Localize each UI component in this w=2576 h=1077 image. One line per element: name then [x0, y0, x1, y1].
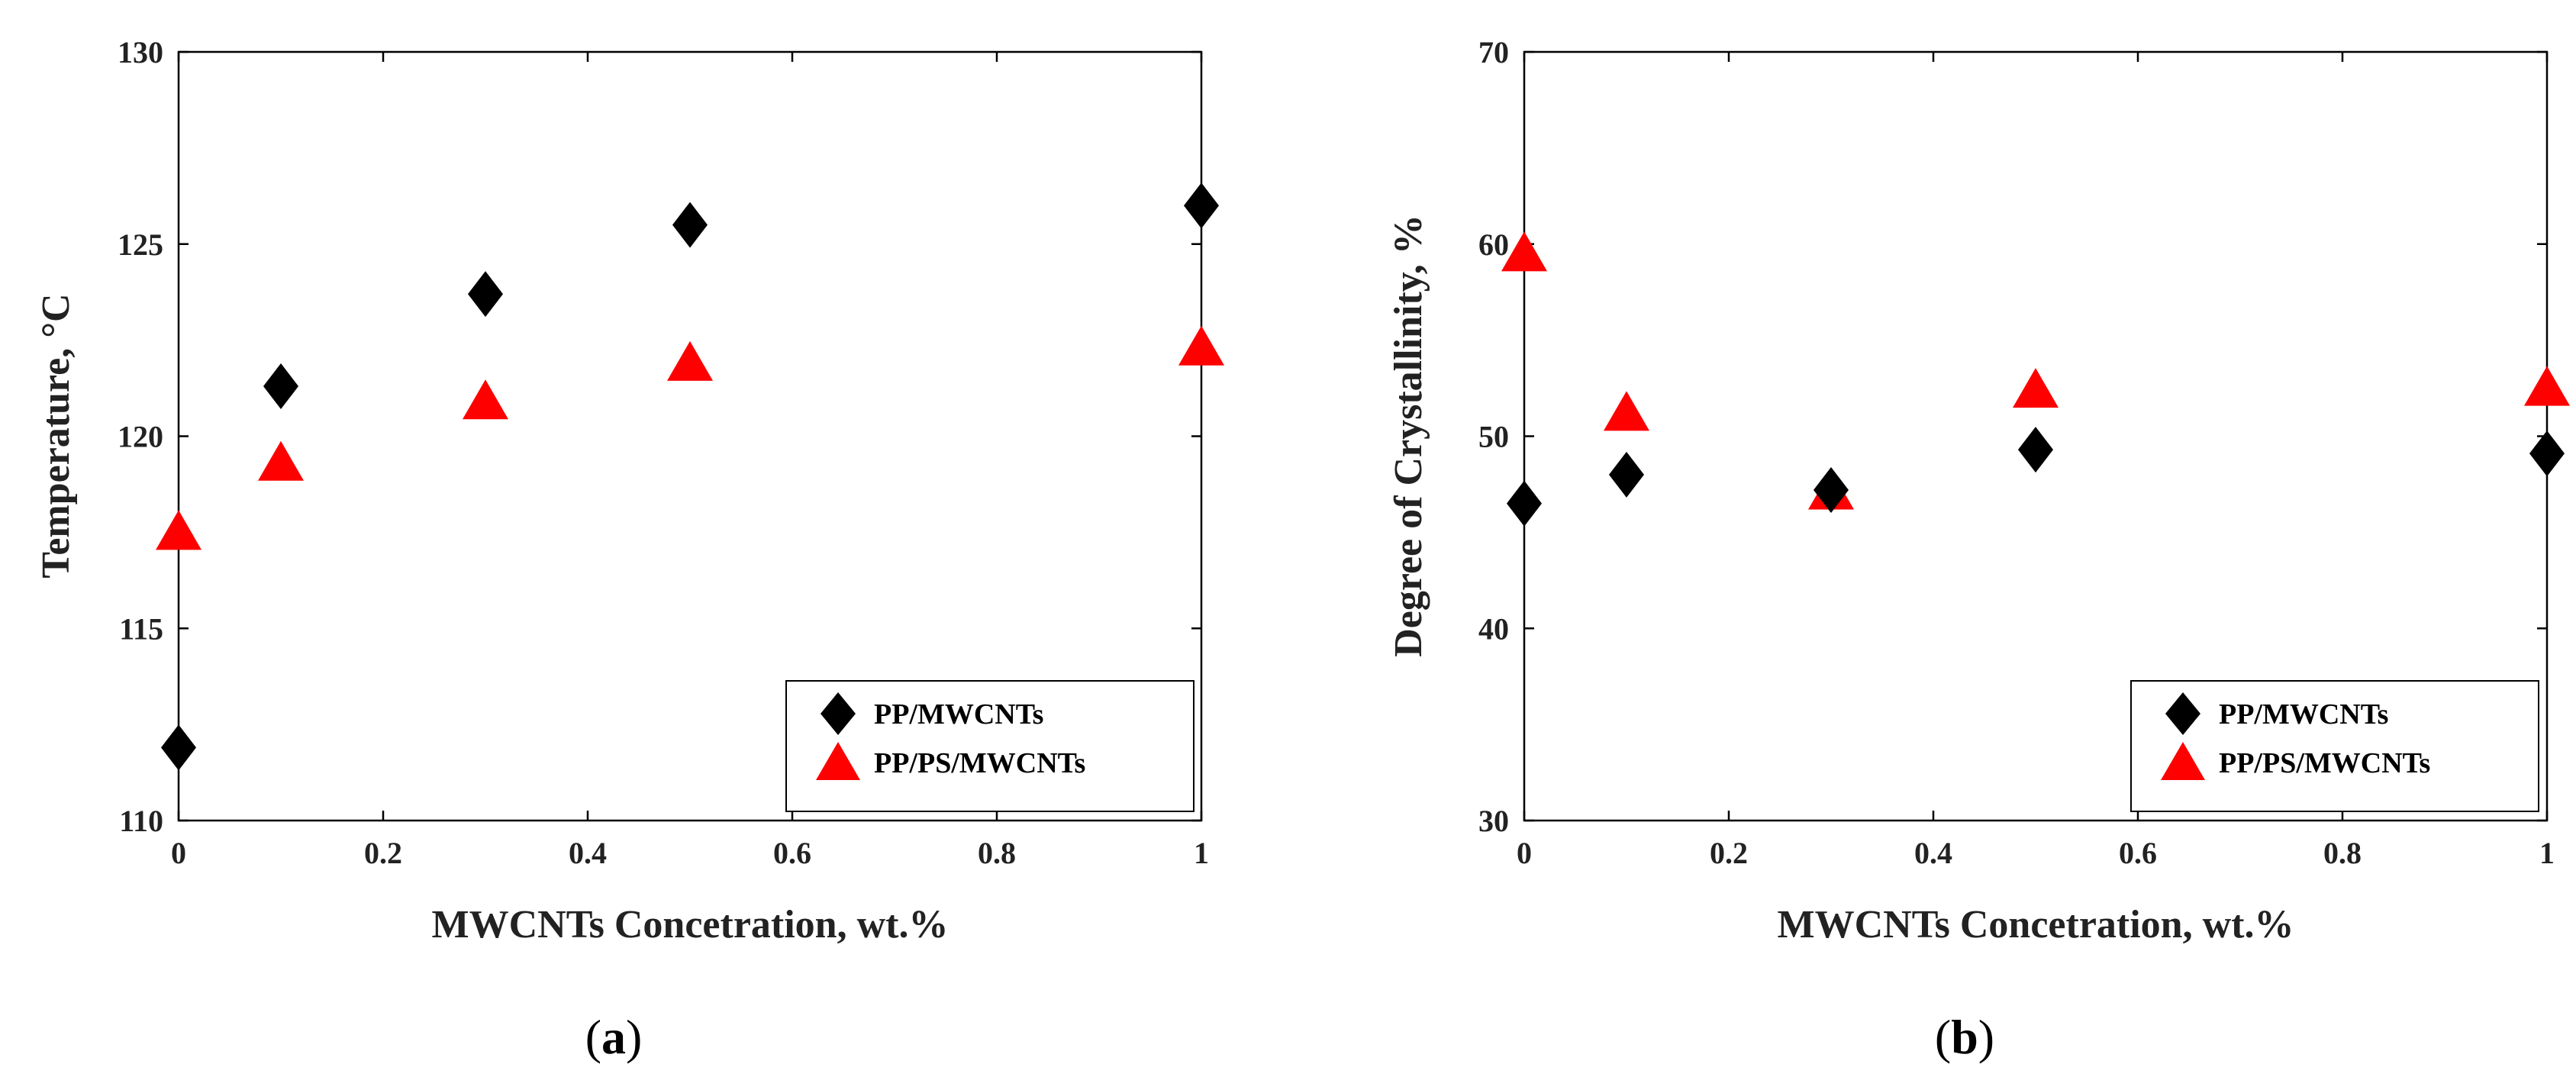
x-tick-label-a: 1: [1194, 836, 1209, 870]
pp-ps-mwcnts-point-a: [1178, 325, 1224, 366]
x-tick-label-a: 0: [171, 836, 186, 870]
x-tick-label-a: 0.2: [364, 836, 402, 870]
x-tick-label-b: 1: [2539, 836, 2555, 870]
y-tick-label-b: 60: [1478, 227, 1509, 262]
legend-triangle-marker-b: [2161, 742, 2205, 780]
panel-label-b: (b): [1935, 1010, 1994, 1064]
y-tick-label-b: 70: [1478, 35, 1509, 69]
y-tick-label-a: 120: [118, 420, 163, 454]
legend-a: PP/MWCNTs PP/PS/MWCNTs: [785, 680, 1195, 812]
y-tick-label-b: 40: [1478, 611, 1509, 646]
y-axis-title-a: Temperature, °C: [34, 293, 78, 578]
pp-ps-mwcnts-point-a: [156, 510, 202, 550]
y-tick-label-a: 115: [119, 611, 163, 646]
pp-mwcnts-point-a: [468, 271, 503, 318]
legend-diamond-marker-b: [2165, 692, 2200, 735]
panel-b: 0 0.2 0.4 0.6 0.8 1 30 40 50 60 70 MWCNTs Concetra…: [1387, 35, 2570, 1064]
pp-mwcnts-point-b: [1507, 480, 1542, 527]
panel-label-a-letter: a: [601, 1010, 626, 1064]
y-tick-label-b: 30: [1478, 804, 1509, 838]
pp-mwcnts-point-b: [2529, 430, 2565, 477]
pp-ps-mwcnts-point-a: [463, 379, 508, 420]
panel-a: 0 0.2 0.4 0.6 0.8 1 110 115 120 125 130 MWCNTs Con…: [34, 35, 1224, 1064]
y-tick-label-a: 110: [119, 804, 163, 838]
ticks-a: 0 0.2 0.4 0.6 0.8 1 110 115 120 125 130: [118, 35, 1209, 870]
legend-label-pp-ps-mwcnts-b: PP/PS/MWCNTs: [2219, 747, 2430, 779]
legend-b: PP/MWCNTs PP/PS/MWCNTs: [2130, 680, 2539, 812]
series-layer-a: [156, 182, 1224, 771]
y-tick-label-b: 50: [1478, 420, 1509, 454]
y-tick-label-a: 125: [118, 227, 163, 262]
pp-mwcnts-point-a: [672, 202, 708, 248]
x-tick-label-b: 0.6: [2119, 836, 2157, 870]
pp-ps-mwcnts-point-a: [667, 340, 713, 381]
x-tick-label-a: 0.4: [569, 836, 607, 870]
x-axis-title-a: MWCNTs Concetration, wt.%: [432, 903, 949, 946]
pp-mwcnts-point-a: [263, 363, 298, 410]
pp-mwcnts-point-b: [1814, 466, 1849, 513]
x-tick-label-b: 0.2: [1710, 836, 1748, 870]
pp-ps-mwcnts-point-b: [1501, 231, 1547, 272]
pp-ps-mwcnts-point-b: [2524, 366, 2570, 406]
y-tick-label-a: 130: [118, 35, 163, 69]
series-layer-b: [1501, 231, 2570, 527]
pp-ps-mwcnts-point-b: [1604, 391, 1649, 431]
x-tick-label-b: 0.4: [1914, 836, 1952, 870]
ticks-b: 0 0.2 0.4 0.6 0.8 1 30 40 50 60 70: [1478, 35, 2555, 870]
legend-box-a: [785, 680, 1195, 812]
y-axis-title-b: Degree of Crystallinity, %: [1387, 214, 1430, 657]
legend-diamond-marker-a: [821, 692, 856, 735]
pp-mwcnts-point-b: [2018, 427, 2053, 473]
pp-ps-mwcnts-point-b: [2013, 368, 2059, 408]
x-tick-label-a: 0.8: [978, 836, 1016, 870]
panel-label-a: (a): [585, 1010, 643, 1064]
legend-label-pp-mwcnts-b: PP/MWCNTs: [2219, 698, 2388, 730]
x-tick-label-b: 0.8: [2323, 836, 2362, 870]
legend-label-pp-ps-mwcnts-a: PP/PS/MWCNTs: [874, 747, 1085, 779]
x-tick-label-a: 0.6: [773, 836, 811, 870]
legend-triangle-marker-a: [816, 742, 860, 780]
pp-mwcnts-point-b: [1609, 451, 1644, 498]
panel-label-b-letter: b: [1951, 1010, 1978, 1064]
legend-label-pp-mwcnts-a: PP/MWCNTs: [874, 698, 1043, 730]
pp-mwcnts-point-a: [1184, 182, 1219, 229]
x-axis-title-b: MWCNTs Concetration, wt.%: [1778, 903, 2294, 946]
x-tick-label-b: 0: [1517, 836, 1532, 870]
pp-mwcnts-point-a: [161, 724, 196, 771]
legend-box-b: [2130, 680, 2539, 812]
pp-ps-mwcnts-point-a: [258, 440, 304, 481]
